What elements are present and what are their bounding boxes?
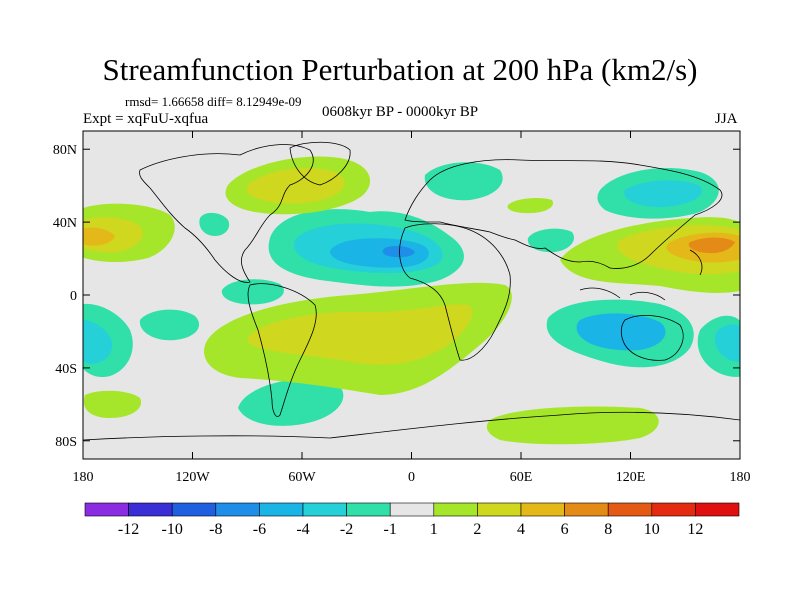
south-america-coast [247, 283, 317, 417]
y-tick-label: 80N [53, 143, 77, 158]
season-label: JJA [715, 111, 738, 127]
chart-title: Streamfunction Perturbation at 200 hPa (… [102, 52, 698, 87]
x-tick-label: 60E [510, 470, 533, 485]
colorbar-label: -10 [162, 521, 183, 538]
mediterranean-low [424, 162, 503, 201]
colorbar-swatch [564, 502, 609, 517]
central-pacific-high-center [83, 227, 115, 246]
east-pacific-low [139, 309, 200, 341]
period-label: 0608kyr BP - 0000kyr BP [322, 104, 479, 120]
y-tick-label: 80S [55, 435, 77, 450]
x-tick-label: 180 [730, 470, 751, 485]
colorbar-swatch [607, 502, 653, 517]
greenland-coast [289, 141, 351, 186]
southeast-asia-islands [579, 249, 703, 301]
colorbar-swatch [651, 502, 696, 517]
y-tick-label: 40S [55, 362, 77, 377]
colorbar-swatch [302, 502, 347, 517]
colorbar-label: 12 [687, 521, 703, 538]
y-axis: 80N 40N 0 40S 80S [53, 143, 740, 450]
australia-coast [620, 315, 684, 361]
y-tick-label: 0 [70, 289, 77, 304]
west-pacific-high-center [688, 237, 735, 254]
north-america-coast [139, 144, 314, 283]
colorbar-swatch [389, 502, 435, 517]
pacific-south-low-east-core [714, 324, 740, 362]
colorbar-label: -8 [209, 521, 222, 538]
colorbar-label: 8 [604, 521, 612, 538]
colorbar-label: 1 [430, 521, 438, 538]
colorbar-label: -6 [253, 521, 266, 538]
x-axis: 180 120W 60W 0 60E 120E 180 [73, 131, 751, 485]
colorbar-swatch [520, 502, 565, 517]
tropical-atlantic-low [221, 279, 284, 305]
africa-coast [399, 223, 511, 361]
stats-label: rmsd= 1.66658 diff= 8.12949e-09 [125, 94, 302, 109]
pacific-south-low-west-core [83, 319, 113, 364]
southern-ocean-high [486, 406, 659, 445]
eurasia-coast [404, 159, 723, 269]
colorbar-swatch [346, 502, 391, 517]
colorbar-label: 2 [473, 521, 481, 538]
x-tick-label: 180 [73, 470, 94, 485]
colorbar-swatch [128, 502, 173, 517]
indian-ocean-high [507, 197, 554, 214]
colorbar-swatch [171, 502, 217, 517]
x-tick-label: 120W [175, 470, 210, 485]
colorbar-label: 6 [561, 521, 569, 538]
y-tick-label: 40N [53, 216, 77, 231]
colorbar-swatch [695, 502, 740, 517]
colorbar: -12 -10 -8 -6 -4 -2 -1 1 2 4 6 8 10 12 [84, 502, 740, 538]
colorbar-swatch [477, 502, 522, 517]
colorbar-label: -12 [118, 521, 139, 538]
indian-subtropical-low [527, 228, 575, 253]
siberia-low-core [624, 180, 702, 208]
south-american-low [238, 378, 344, 426]
coastlines [83, 141, 740, 441]
colorbar-label: 10 [644, 521, 660, 538]
colorbar-label: -4 [296, 521, 309, 538]
south-atlantic-high-core [247, 304, 473, 365]
colorbar-swatch [84, 502, 129, 517]
colorbar-label: -2 [340, 521, 353, 538]
arctic-canada-high-core [246, 167, 345, 204]
colorbar-swatch [259, 502, 304, 517]
x-tick-label: 120E [616, 470, 646, 485]
anomaly-field [83, 156, 740, 445]
experiment-label: Expt = xqFuU-xqfua [83, 111, 209, 127]
colorbar-swatch [433, 502, 478, 517]
atlantic-low-center [382, 245, 415, 258]
north-pacific-low [199, 212, 230, 236]
atlantic-low-core [330, 238, 429, 268]
x-tick-label: 60W [288, 470, 316, 485]
colorbar-label: 4 [517, 521, 525, 538]
colorbar-swatch [215, 502, 260, 517]
colorbar-label: -1 [384, 521, 397, 538]
x-tick-label: 0 [408, 470, 415, 485]
antarctica-coast [83, 411, 740, 441]
south-pacific-high [83, 390, 142, 418]
